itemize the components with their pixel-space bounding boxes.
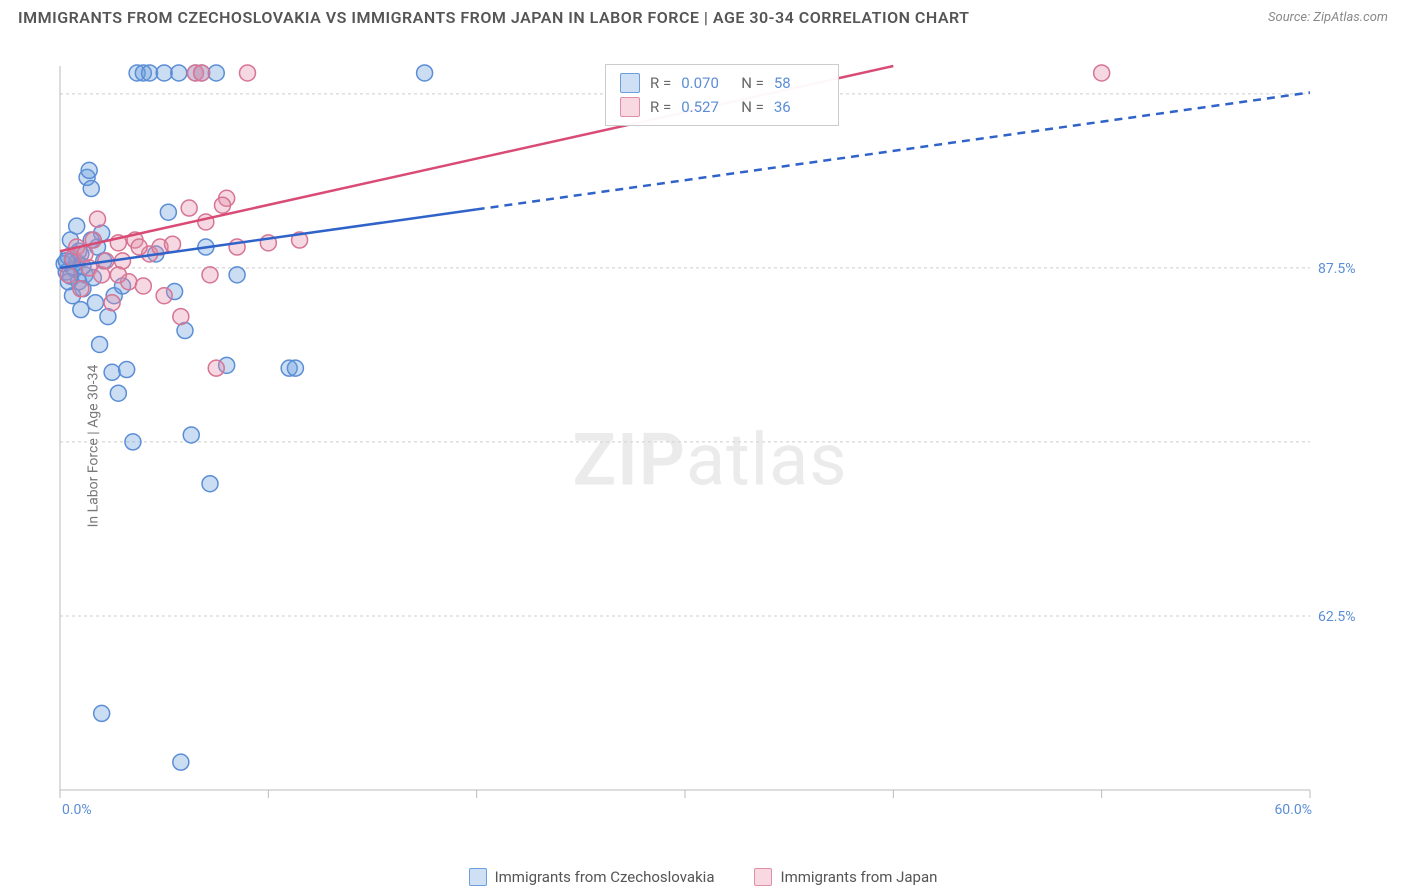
stat-r-label: R = — [650, 95, 671, 119]
stat-r-label: R = — [650, 71, 671, 95]
correlation-stats-box: R = 0.070 N = 58 R = 0.527 N = 36 — [605, 64, 839, 126]
stat-n-value: 58 — [774, 71, 824, 95]
legend-item: Immigrants from Japan — [754, 868, 937, 886]
svg-text:62.5%: 62.5% — [1318, 609, 1356, 625]
legend-item: Immigrants from Czechoslovakia — [469, 868, 715, 886]
plot-svg: 62.5% 87.5% 0.0% 60.0% — [50, 60, 1370, 830]
stat-n-value: 36 — [774, 95, 824, 119]
legend-swatch — [754, 868, 772, 886]
chart-title: IMMIGRANTS FROM CZECHOSLOVAKIA VS IMMIGR… — [18, 8, 970, 27]
stat-row: R = 0.527 N = 36 — [620, 95, 824, 119]
stat-n-label: N = — [741, 95, 764, 119]
legend-label: Immigrants from Japan — [780, 868, 937, 886]
stat-n-label: N = — [741, 71, 764, 95]
stat-r-value: 0.527 — [681, 95, 731, 119]
stat-row: R = 0.070 N = 58 — [620, 71, 824, 95]
legend-swatch — [469, 868, 487, 886]
legend-label: Immigrants from Czechoslovakia — [495, 868, 715, 886]
svg-text:87.5%: 87.5% — [1318, 261, 1356, 277]
stat-swatch — [620, 73, 640, 93]
stat-r-value: 0.070 — [681, 71, 731, 95]
chart-legend: Immigrants from Czechoslovakia Immigrants… — [0, 868, 1406, 886]
svg-text:0.0%: 0.0% — [62, 802, 92, 818]
source-attribution: Source: ZipAtlas.com — [1268, 10, 1388, 25]
stat-swatch — [620, 97, 640, 117]
svg-text:60.0%: 60.0% — [1274, 802, 1312, 818]
scatter-plot: 62.5%87.5%0.0%60.0% ZIPatlas R =0.070N =… — [50, 60, 1370, 830]
